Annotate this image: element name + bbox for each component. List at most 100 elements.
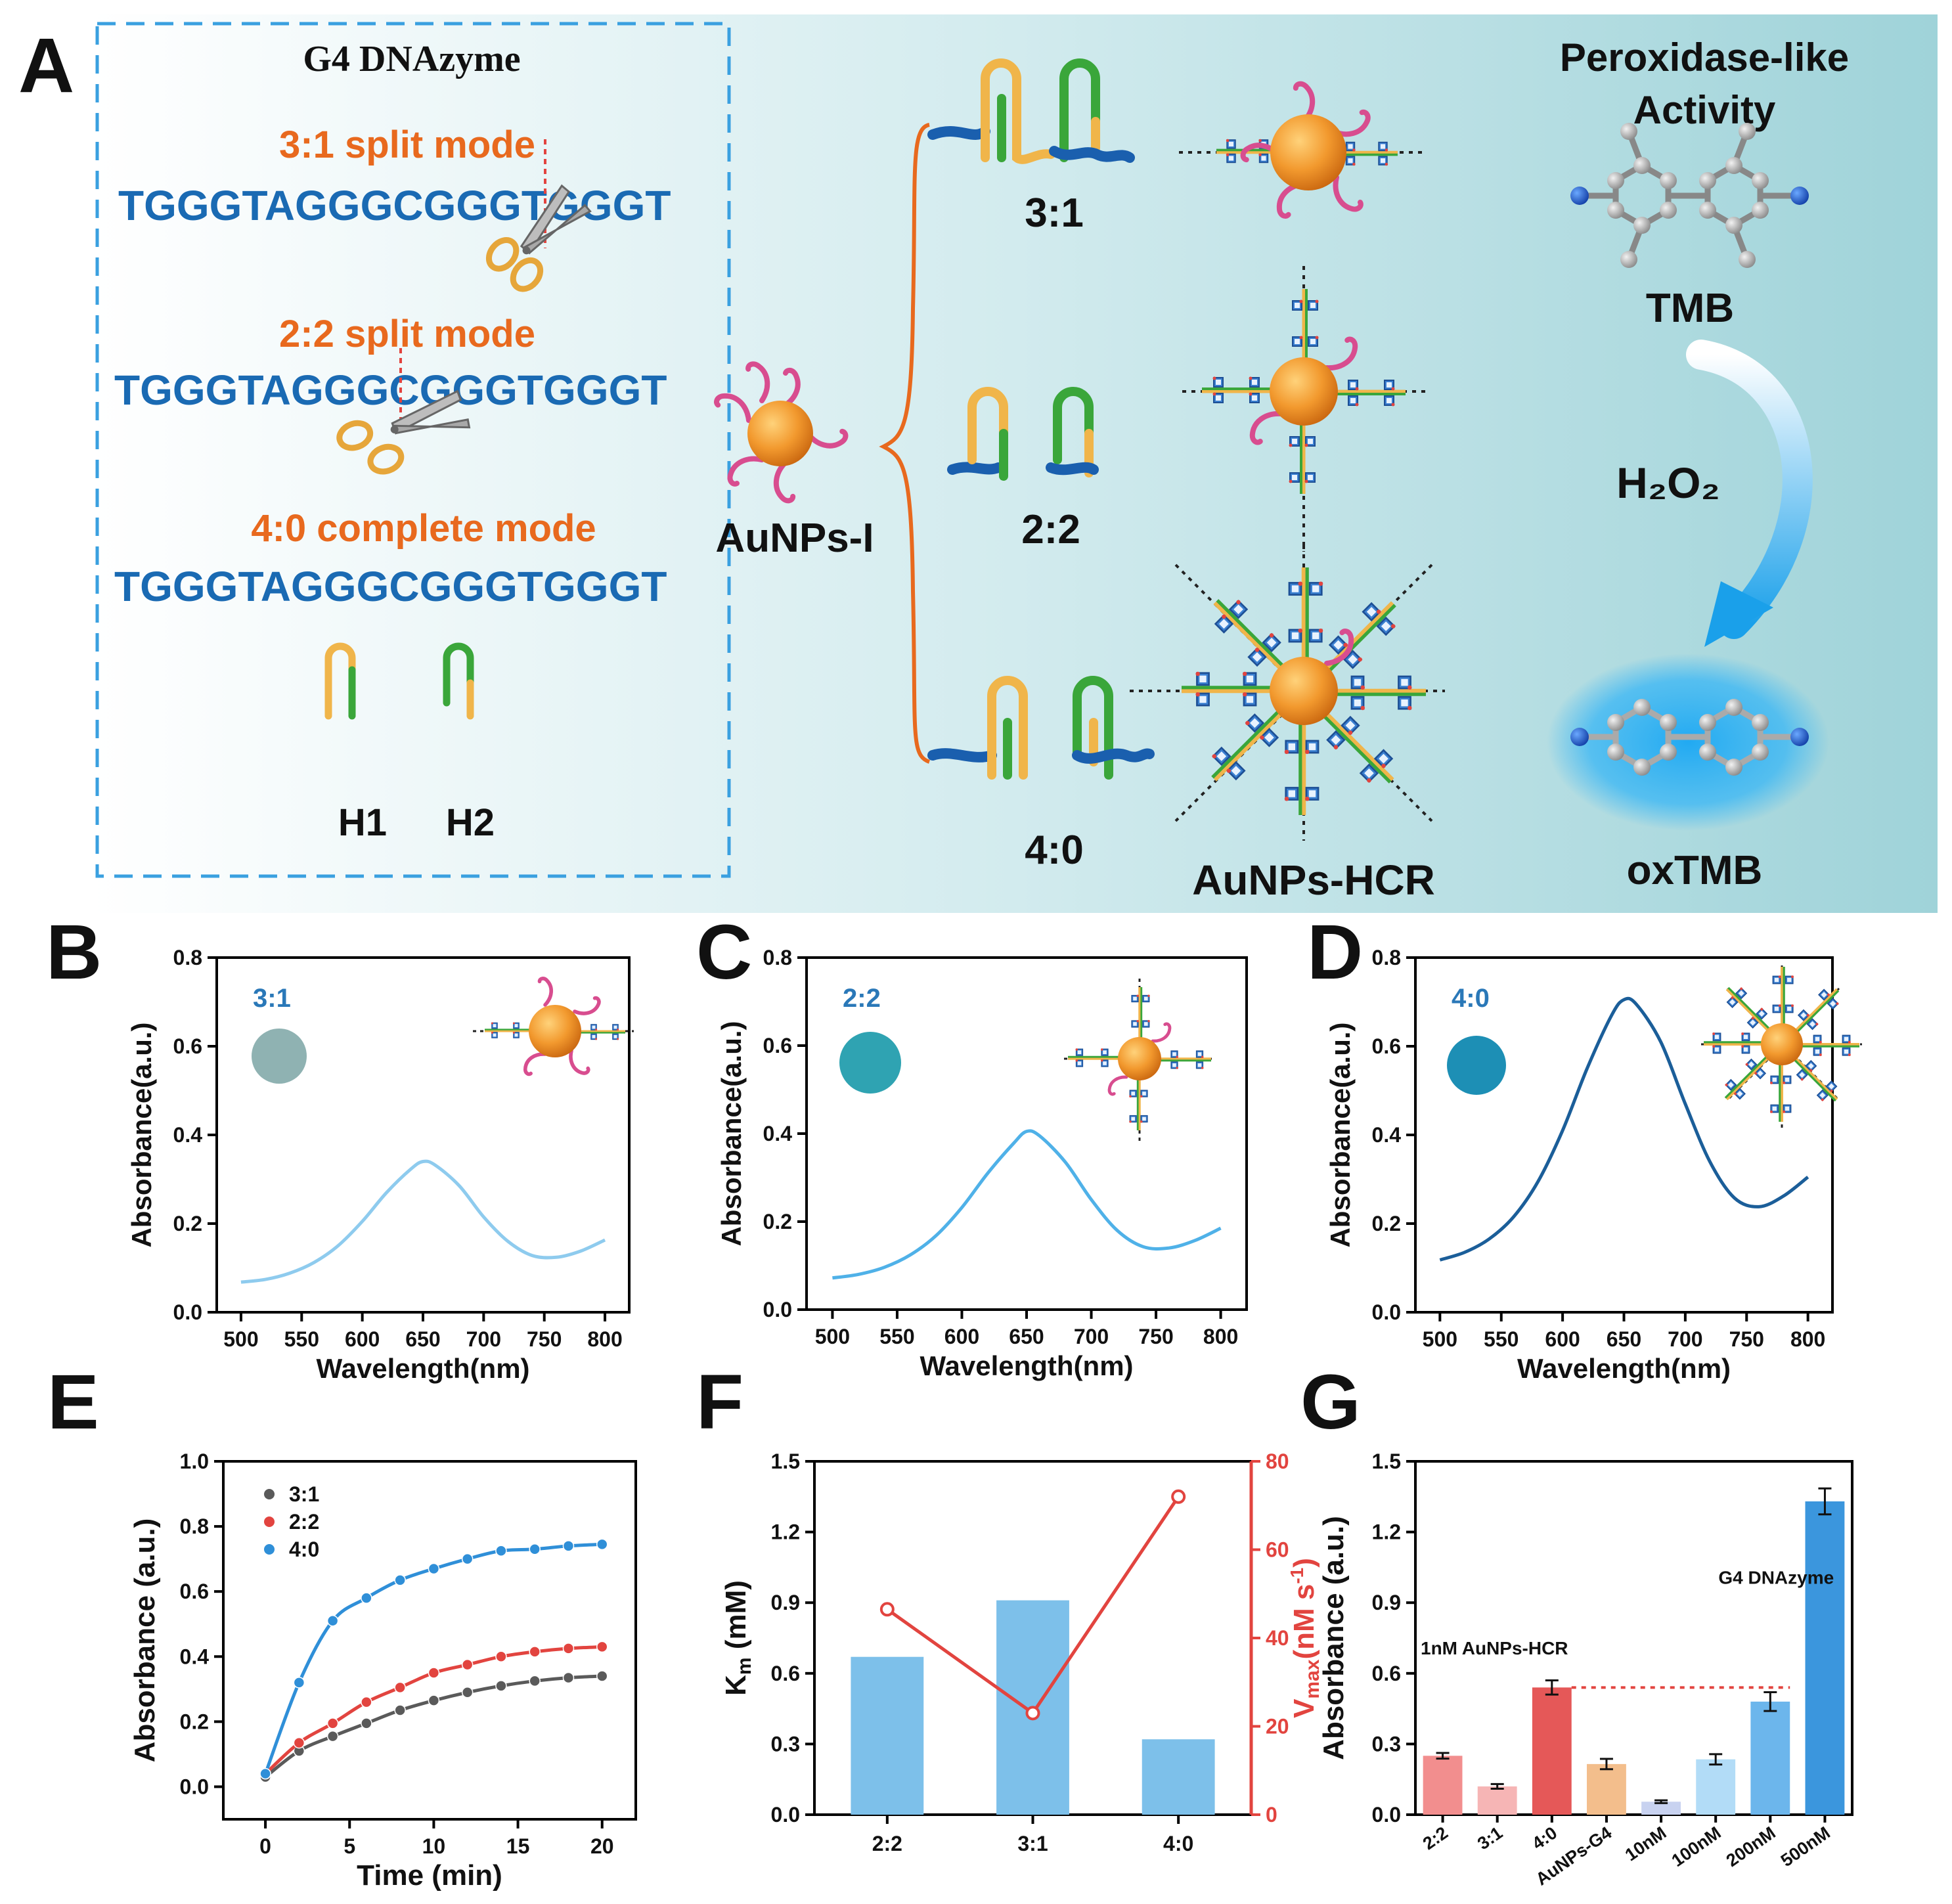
y-tick-label: 0.8 (1372, 946, 1401, 969)
data-point-2:2 (293, 1737, 305, 1749)
sequence-31-part1: TGGGTAGGGCGGG (118, 182, 521, 229)
y-axis-label: Absorbance(a.u.) (716, 1021, 747, 1246)
y2-tick-label: 20 (1266, 1715, 1289, 1738)
y-tick-label: 0.4 (1372, 1123, 1402, 1147)
bar-km (851, 1656, 924, 1815)
x-tick-label: 10nM (1622, 1823, 1670, 1865)
series-line-3:1 (240, 1159, 606, 1284)
y-tick-label: 1.5 (771, 1450, 800, 1473)
annotation-label: 1nM AuNPs-HCR (1421, 1638, 1568, 1658)
fit-line-4:0 (263, 1542, 602, 1775)
y-tick-label: 0.4 (763, 1122, 793, 1145)
y-tick-label: 1.2 (771, 1520, 800, 1544)
y-tick-label: 0.6 (180, 1580, 209, 1603)
y-tick-label: 1.5 (1372, 1450, 1401, 1473)
x-tick-label: 800 (1790, 1327, 1825, 1351)
bar-km (1142, 1739, 1215, 1815)
y-axis-label-subscript: m (734, 1657, 755, 1675)
y-tick-label: 0.9 (771, 1591, 800, 1614)
scissors-icon (336, 389, 471, 475)
bar-AuNPs-G4 (1587, 1763, 1626, 1815)
y2-tick-label: 80 (1266, 1450, 1289, 1473)
inset-particle-31 (473, 977, 634, 1076)
y-axis-label: Absorbance (a.u.) (1318, 1516, 1350, 1760)
y-tick-label: 1.0 (180, 1450, 209, 1473)
x-tick-label: 500nM (1777, 1823, 1834, 1871)
oxtmb-glow (1547, 653, 1829, 831)
chart-f: 0.00.30.60.91.21.5Km (mM)020406080Vmax(n… (720, 1450, 1323, 1855)
x-axis-label: Wavelength(nm) (920, 1350, 1133, 1381)
x-tick-label: 700 (1074, 1325, 1109, 1348)
box-title: G4 DNAzyme (303, 39, 520, 79)
data-point-4:0 (428, 1562, 440, 1575)
y2-tick-label: 40 (1266, 1626, 1289, 1650)
sample-well-22 (839, 1032, 901, 1094)
x-tick-label: 500 (223, 1327, 258, 1351)
x-tick-label: 4:0 (1528, 1823, 1561, 1853)
bar-4:0 (1532, 1687, 1572, 1815)
y-tick-label: 0.2 (180, 1710, 209, 1733)
y-tick-label: 0.4 (180, 1645, 210, 1668)
x-tick-label: 600 (944, 1325, 979, 1348)
mode-22-label: 2:2 split mode (279, 313, 535, 355)
ratio-40-label: 4:0 (1025, 828, 1084, 873)
y-tick-label: 0.0 (180, 1775, 209, 1798)
sample-well-31 (252, 1029, 307, 1084)
x-tick-label: 3:1 (1017, 1832, 1048, 1855)
panel-a: A G4 DNAzyme 3:1 split mode TGGGTAGGGCGG… (0, 0, 1952, 913)
oxtmb-molecule-icon (1570, 699, 1809, 776)
panel-label-c: C (696, 909, 752, 996)
bar-500nM (1805, 1501, 1845, 1815)
data-point-4:0 (596, 1538, 608, 1551)
chart-g: 0.0 0.3 0.6 0.9 1.2 1.5 Absorbance (a.u.) 2:2 3:… (1318, 1450, 1853, 1890)
y-tick-label: 1.2 (1372, 1520, 1401, 1544)
sequence-31: TGGGTAGGGCGGGTGGGT (118, 182, 671, 229)
x-tick-label: 2:2 (1419, 1823, 1452, 1853)
y-tick-label: 0.8 (180, 1515, 209, 1538)
inset-particle-22 (1064, 979, 1215, 1143)
sequence-22-part1: TGGGTAGGG (114, 366, 389, 414)
y-tick-label: 0.4 (173, 1123, 203, 1147)
aunps-i-label: AuNPs-I (715, 516, 874, 561)
y-axis-label-unit: (mM) (720, 1580, 752, 1657)
x-tick-label: 800 (1203, 1325, 1238, 1348)
legend-label: 4:0 (289, 1538, 319, 1561)
h1-label: H1 (338, 801, 387, 844)
y2-axis-label-superscript: -1 (1287, 1568, 1307, 1584)
legend-marker-2:2 (264, 1517, 275, 1527)
reaction-arrowhead-icon (1704, 581, 1773, 647)
data-point-3:1 (428, 1694, 440, 1706)
x-tick-label: 600 (1545, 1327, 1580, 1351)
x-tick-label: 650 (1607, 1327, 1641, 1351)
series-line-4:0 (1439, 996, 1809, 1262)
x-tick-label: 0 (259, 1834, 271, 1858)
y-tick-label: 0.6 (771, 1662, 800, 1685)
point-vmax (1171, 1489, 1186, 1504)
x-tick-label: 4:0 (1163, 1832, 1193, 1855)
x-tick-label: 700 (466, 1327, 501, 1351)
y-tick-label: 0.9 (1372, 1591, 1401, 1614)
data-point-2:2 (461, 1658, 474, 1671)
chart-e: 0.0 0.2 0.4 0.6 0.8 1.0 Absorbance (a.u.) 0 5 10 1… (129, 1450, 637, 1892)
legend-label: 3:1 (289, 1482, 319, 1506)
y-tick-label: 0.0 (1372, 1803, 1401, 1827)
y-tick-label: 0.3 (771, 1732, 800, 1756)
mode-40-label: 4:0 complete mode (251, 507, 596, 550)
legend-marker-3:1 (264, 1489, 275, 1499)
inset-ratio-label: 4:0 (1452, 984, 1490, 1013)
y-tick-label: 0.6 (173, 1034, 202, 1058)
oxtmb-label: oxTMB (1627, 848, 1763, 893)
y-axis-label: Absorbance(a.u.) (126, 1022, 157, 1247)
data-point-2:2 (326, 1717, 339, 1729)
x-tick-label: 750 (527, 1327, 562, 1351)
axes-frame (1414, 1460, 1853, 1816)
y-tick-label: 0.6 (763, 1034, 792, 1057)
y-tick-label: 0.8 (173, 946, 202, 969)
aunps-hcr-40-particle (1130, 545, 1445, 841)
y-tick-label: 0.3 (1372, 1732, 1401, 1756)
x-tick-label: 550 (879, 1325, 914, 1348)
data-point-4:0 (495, 1545, 507, 1557)
x-tick-label: 20 (590, 1834, 614, 1858)
x-tick-label: 750 (1138, 1325, 1173, 1348)
